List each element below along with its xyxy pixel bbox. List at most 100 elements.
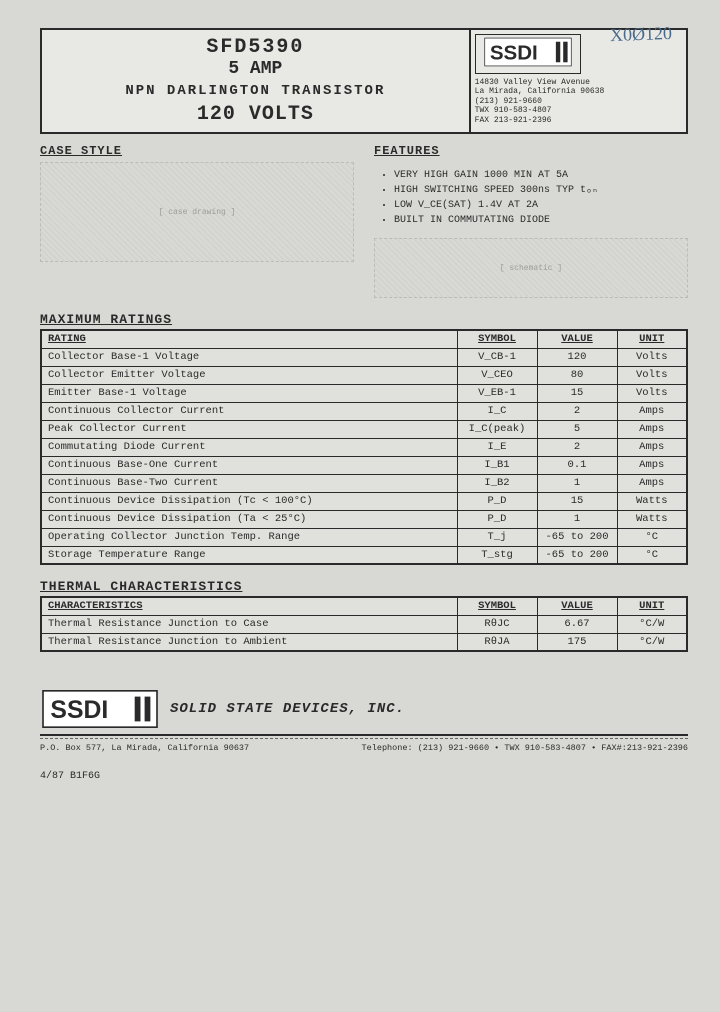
addr-line-2: (213) 921-9660 xyxy=(475,97,682,107)
addr-line-0: 14830 Valley View Avenue xyxy=(475,78,682,88)
max-cell: I_C xyxy=(457,402,537,420)
max-cell: Continuous Base-One Current xyxy=(41,456,457,474)
max-cell: Amps xyxy=(617,420,687,438)
max-cell: Storage Temperature Range xyxy=(41,546,457,564)
max-cell: 80 xyxy=(537,366,617,384)
max-cell: Amps xyxy=(617,402,687,420)
max-cell: Amps xyxy=(617,456,687,474)
addr-line-1: La Mirada, California 90638 xyxy=(475,87,682,97)
max-cell: Emitter Base-1 Voltage xyxy=(41,384,457,402)
max-cell: Amps xyxy=(617,438,687,456)
svg-text:SSDI: SSDI xyxy=(50,697,108,724)
max-hdr-1: SYMBOL xyxy=(457,330,537,348)
header-title-area: SFD5390 5 AMP NPN DARLINGTON TRANSISTOR … xyxy=(42,30,471,132)
max-cell: I_B1 xyxy=(457,456,537,474)
features-list: VERY HIGH GAIN 1000 MIN AT 5A HIGH SWITC… xyxy=(374,168,688,228)
max-cell: Commutating Diode Current xyxy=(41,438,457,456)
table-row: Collector Emitter VoltageV_CEO80Volts xyxy=(41,366,687,384)
ssdi-footer-logo-icon: SSDI xyxy=(40,690,160,728)
max-cell: 15 xyxy=(537,492,617,510)
max-ratings-title: MAXIMUM RATINGS xyxy=(40,312,688,327)
max-cell: Collector Emitter Voltage xyxy=(41,366,457,384)
case-style-title: CASE STYLE xyxy=(40,144,354,158)
header-box: SFD5390 5 AMP NPN DARLINGTON TRANSISTOR … xyxy=(40,28,688,134)
max-cell: 0.1 xyxy=(537,456,617,474)
max-cell: I_C(peak) xyxy=(457,420,537,438)
max-cell: I_B2 xyxy=(457,474,537,492)
max-cell: Collector Base-1 Voltage xyxy=(41,348,457,366)
max-cell: Continuous Collector Current xyxy=(41,402,457,420)
table-row: Peak Collector CurrentI_C(peak)5Amps xyxy=(41,420,687,438)
thermal-cell: 6.67 xyxy=(537,615,617,633)
thermal-cell: °C/W xyxy=(617,633,687,651)
max-cell: Volts xyxy=(617,366,687,384)
max-cell: 2 xyxy=(537,402,617,420)
max-cell: -65 to 200 xyxy=(537,546,617,564)
table-row: Continuous Base-Two CurrentI_B21Amps xyxy=(41,474,687,492)
footer-right: Telephone: (213) 921-9660 • TWX 910-583-… xyxy=(362,743,688,753)
max-cell: Amps xyxy=(617,474,687,492)
max-cell: 1 xyxy=(537,474,617,492)
addr-line-4: FAX 213-921-2396 xyxy=(475,116,682,126)
features-title: FEATURES xyxy=(374,144,688,158)
feature-3: BUILT IN COMMUTATING DIODE xyxy=(394,213,688,228)
feature-2: LOW V_CE(SAT) 1.4V AT 2A xyxy=(394,198,688,213)
max-hdr-0: RATING xyxy=(41,330,457,348)
thermal-cell: Thermal Resistance Junction to Ambient xyxy=(41,633,457,651)
svg-text:SSDI: SSDI xyxy=(490,41,538,64)
th-hdr-3: UNIT xyxy=(617,597,687,615)
part-number: SFD5390 xyxy=(48,36,463,59)
case-diagram-icon: [ case drawing ] xyxy=(40,162,354,262)
max-cell: P_D xyxy=(457,510,537,528)
thermal-cell: Thermal Resistance Junction to Case xyxy=(41,615,457,633)
max-cell: V_CEO xyxy=(457,366,537,384)
table-row: Continuous Device Dissipation (Ta < 25°C… xyxy=(41,510,687,528)
max-hdr-2: VALUE xyxy=(537,330,617,348)
max-cell: Continuous Base-Two Current xyxy=(41,474,457,492)
table-row: Commutating Diode CurrentI_E2Amps xyxy=(41,438,687,456)
max-cell: I_E xyxy=(457,438,537,456)
max-cell: V_CB-1 xyxy=(457,348,537,366)
feature-0: VERY HIGH GAIN 1000 MIN AT 5A xyxy=(394,168,688,183)
max-cell: °C xyxy=(617,528,687,546)
footer: SSDI SOLID STATE DEVICES, INC. P.O. Box … xyxy=(40,690,688,782)
amp-line: 5 AMP xyxy=(48,59,463,79)
th-hdr-0: CHARACTERISTICS xyxy=(41,597,457,615)
max-cell: Watts xyxy=(617,492,687,510)
table-row: Continuous Device Dissipation (Tc < 100°… xyxy=(41,492,687,510)
max-ratings-table: RATING SYMBOL VALUE UNIT Collector Base-… xyxy=(40,329,688,565)
max-cell: Continuous Device Dissipation (Ta < 25°C… xyxy=(41,510,457,528)
max-cell: 1 xyxy=(537,510,617,528)
feature-1: HIGH SWITCHING SPEED 300ns TYP tₒₙ xyxy=(394,183,688,198)
max-cell: T_stg xyxy=(457,546,537,564)
date-code: 4/87 B1F6G xyxy=(40,771,688,782)
handwritten-note: X0Ø120 xyxy=(610,23,673,46)
table-row: Continuous Collector CurrentI_C2Amps xyxy=(41,402,687,420)
max-cell: Volts xyxy=(617,348,687,366)
table-row: Thermal Resistance Junction to CaseRθJC6… xyxy=(41,615,687,633)
thermal-title: THERMAL CHARACTERISTICS xyxy=(40,579,688,594)
footer-company: SOLID STATE DEVICES, INC. xyxy=(170,701,405,717)
max-cell: Volts xyxy=(617,384,687,402)
addr-line-3: TWX 910-583-4807 xyxy=(475,106,682,116)
max-cell: °C xyxy=(617,546,687,564)
table-row: Emitter Base-1 VoltageV_EB-115Volts xyxy=(41,384,687,402)
thermal-cell: °C/W xyxy=(617,615,687,633)
th-hdr-1: SYMBOL xyxy=(457,597,537,615)
max-cell: 5 xyxy=(537,420,617,438)
max-cell: P_D xyxy=(457,492,537,510)
table-row: Storage Temperature RangeT_stg-65 to 200… xyxy=(41,546,687,564)
footer-left: P.O. Box 577, La Mirada, California 9063… xyxy=(40,743,249,753)
thermal-cell: RθJA xyxy=(457,633,537,651)
max-cell: Peak Collector Current xyxy=(41,420,457,438)
thermal-table: CHARACTERISTICS SYMBOL VALUE UNIT Therma… xyxy=(40,596,688,652)
thermal-cell: 175 xyxy=(537,633,617,651)
max-cell: -65 to 200 xyxy=(537,528,617,546)
max-cell: Operating Collector Junction Temp. Range xyxy=(41,528,457,546)
max-cell: Continuous Device Dissipation (Tc < 100°… xyxy=(41,492,457,510)
max-cell: 15 xyxy=(537,384,617,402)
max-cell: Watts xyxy=(617,510,687,528)
schematic-icon: [ schematic ] xyxy=(374,238,688,298)
table-row: Continuous Base-One CurrentI_B10.1Amps xyxy=(41,456,687,474)
thermal-cell: RθJC xyxy=(457,615,537,633)
